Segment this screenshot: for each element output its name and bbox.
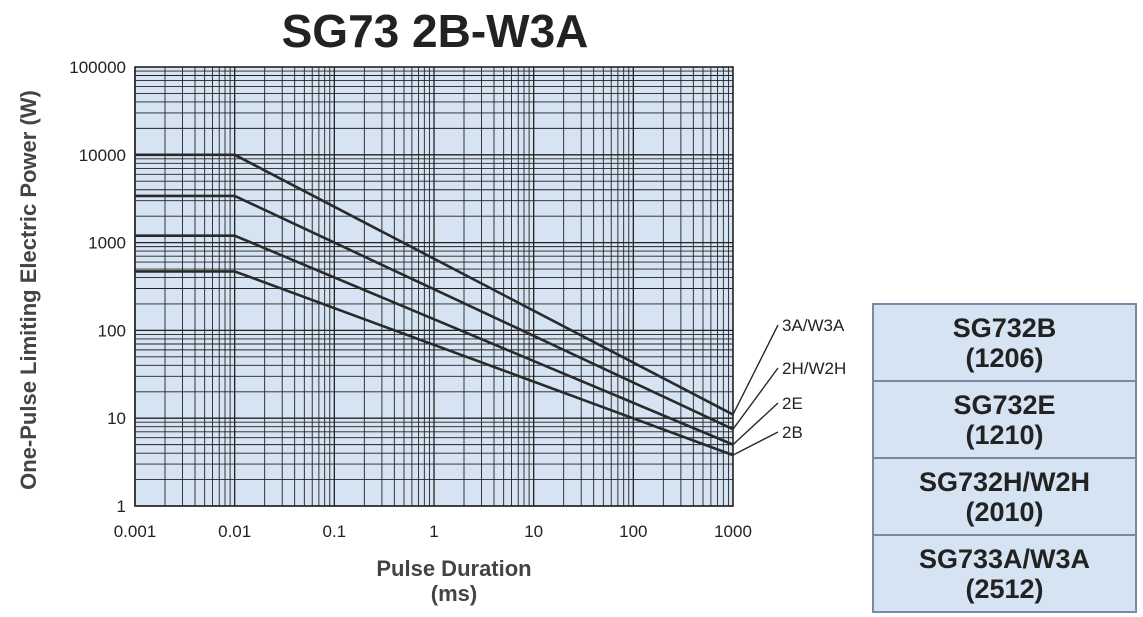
legend-size: (2010) [965, 496, 1044, 527]
series-label: 2H/W2H [782, 359, 846, 378]
legend-model: SG732B [952, 312, 1057, 343]
legend-cell: SG732B (1206) [872, 303, 1137, 382]
series-label-leader [732, 324, 779, 415]
y-tick-labels: 100000 10000 1000 100 10 1 [69, 58, 126, 516]
series-label: 2B [782, 423, 803, 442]
series-label-leader [732, 402, 779, 446]
y-axis-title: One-Pulse Limiting Electric Power (W) [16, 90, 41, 490]
series-label: 3A/W3A [782, 316, 845, 335]
legend-row: SG732B (1206) [872, 303, 1137, 382]
legend-row: SG732E (1210) [872, 380, 1137, 459]
series-line [135, 270, 734, 457]
series-line [135, 194, 734, 431]
legend-cell: SG732E (1210) [872, 380, 1137, 459]
chart-title: SG73 2B-W3A [281, 5, 589, 57]
series-label-leader [732, 367, 779, 430]
x-tick-label: 10 [524, 522, 543, 541]
package-legend-table: SG732B (1206) SG732E (1210) SG732H/W2H (201… [872, 303, 1137, 613]
plot-frame [134, 66, 734, 507]
x-tick-label: 1000 [714, 522, 752, 541]
legend-model: SG733A/W3A [918, 543, 1091, 574]
y-tick-label: 10000 [79, 146, 126, 165]
legend-size: (1206) [965, 342, 1044, 373]
series-label-leader [732, 431, 779, 456]
series-lines [135, 153, 734, 457]
x-tick-labels: 0.001 0.01 0.1 1 10 100 1000 [114, 522, 752, 541]
series-line [135, 153, 734, 416]
x-tick-label: 0.001 [114, 522, 157, 541]
series-label: 2E [782, 394, 803, 413]
series-line [135, 234, 734, 446]
legend-model: SG732H/W2H [918, 466, 1091, 497]
x-tick-label: 0.1 [323, 522, 347, 541]
legend-model: SG732E [953, 389, 1056, 420]
x-axis-title-line2: (ms) [431, 581, 477, 606]
legend-size: (2512) [965, 573, 1044, 604]
x-tick-label: 100 [619, 522, 647, 541]
x-tick-label: 1 [429, 522, 438, 541]
y-tick-label: 100 [98, 321, 126, 340]
y-tick-label: 1000 [88, 234, 126, 253]
x-tick-label: 0.01 [218, 522, 251, 541]
legend-cell: SG733A/W3A (2512) [872, 534, 1137, 613]
legend-cell: SG732H/W2H (2010) [872, 457, 1137, 536]
legend-row: SG733A/W3A (2512) [872, 534, 1137, 613]
legend-size: (1210) [965, 419, 1044, 450]
y-tick-label: 10 [107, 409, 126, 428]
y-tick-label: 100000 [69, 58, 126, 77]
series-labels: 3A/W3A 2H/W2H 2E 2B [732, 316, 846, 456]
legend-row: SG732H/W2H (2010) [872, 457, 1137, 536]
x-axis-title-line1: Pulse Duration [376, 556, 531, 581]
y-tick-label: 1 [117, 497, 126, 516]
